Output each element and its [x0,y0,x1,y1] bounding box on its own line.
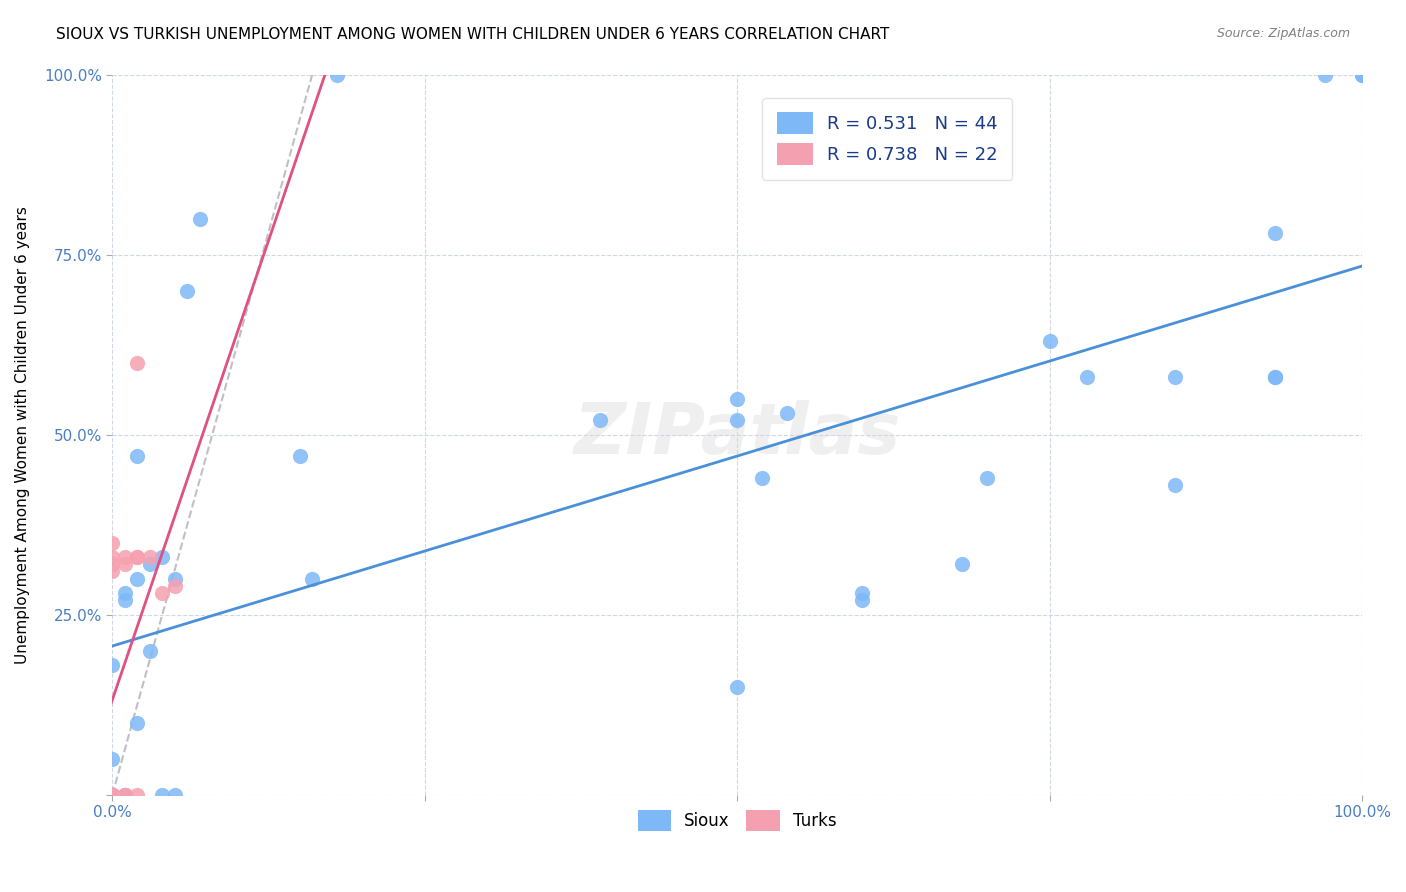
Point [101,658,124,673]
Point [101,788,124,802]
Point [101,788,124,802]
Point [127,449,149,463]
Point [101,565,124,579]
Text: ZIPatlas: ZIPatlas [574,401,901,469]
Point [127,549,149,564]
Point [101,788,124,802]
Point [127,355,149,369]
Point [114,788,136,802]
Point [101,788,124,802]
Point [114,558,136,572]
Point [139,549,162,564]
Point [326,68,349,82]
Point [114,788,136,802]
Point [114,788,136,802]
Point [1038,334,1060,348]
Point [114,549,136,564]
Point [101,788,124,802]
Point [725,392,748,406]
Text: Source: ZipAtlas.com: Source: ZipAtlas.com [1216,27,1350,40]
Point [101,788,124,802]
Point [101,788,124,802]
Point [589,413,612,427]
Point [725,413,748,427]
Text: SIOUX VS TURKISH UNEMPLOYMENT AMONG WOMEN WITH CHILDREN UNDER 6 YEARS CORRELATIO: SIOUX VS TURKISH UNEMPLOYMENT AMONG WOME… [56,27,890,42]
Point [150,586,173,600]
Point [127,572,149,586]
Point [101,788,124,802]
Point [127,788,149,802]
Point [776,406,799,420]
Point [301,572,323,586]
Point [139,558,162,572]
Point [1263,370,1285,384]
Point [101,558,124,572]
Point [176,284,198,298]
Point [150,549,173,564]
Point [114,586,136,600]
Point [163,572,186,586]
Point [1163,478,1185,492]
Point [127,715,149,730]
Point [114,788,136,802]
Point [101,788,124,802]
Point [288,449,311,463]
Point [127,549,149,564]
Point [1351,68,1374,82]
Point [725,680,748,694]
Point [1076,370,1098,384]
Point [851,593,873,607]
Point [139,643,162,657]
Point [101,788,124,802]
Y-axis label: Unemployment Among Women with Children Under 6 years: Unemployment Among Women with Children U… [15,206,30,664]
Point [1313,68,1336,82]
Point [1351,68,1374,82]
Point [150,788,173,802]
Point [851,586,873,600]
Point [950,558,973,572]
Point [101,535,124,549]
Point [751,471,773,485]
Point [188,211,211,226]
Point [101,549,124,564]
Point [101,752,124,766]
Point [1263,370,1285,384]
Point [101,788,124,802]
Point [163,579,186,593]
Point [114,593,136,607]
Point [976,471,998,485]
Point [163,788,186,802]
Point [1263,226,1285,240]
Legend: Sioux, Turks: Sioux, Turks [624,797,851,844]
Point [1163,370,1185,384]
